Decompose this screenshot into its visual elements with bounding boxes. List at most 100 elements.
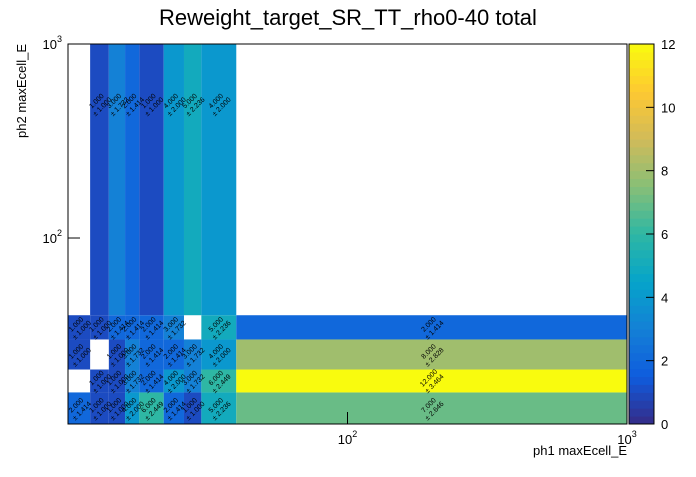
color-bar-step: [629, 305, 654, 314]
cell: [139, 315, 164, 340]
cell: [90, 392, 109, 424]
color-bar-step: [629, 186, 654, 195]
color-bar-step: [629, 194, 654, 203]
color-bar-step: [629, 154, 654, 164]
color-bar-step: [629, 67, 654, 77]
x-axis-label: ph1 maxEcell_E: [533, 443, 627, 458]
color-bar-step: [629, 234, 654, 243]
cell: [163, 339, 184, 370]
cell: [183, 392, 202, 424]
color-bar-step: [629, 218, 654, 227]
color-bar-step: [629, 352, 654, 362]
cell: [139, 44, 164, 316]
cell: [183, 339, 202, 370]
color-bar-step: [629, 146, 654, 156]
color-bar-step: [629, 178, 654, 187]
cell: [236, 315, 628, 340]
color-bar-step: [629, 44, 654, 53]
color-bar-step: [629, 51, 654, 61]
z-tick-label: 6: [661, 227, 668, 242]
color-bar-step: [629, 123, 654, 132]
y-tick-label: 103: [43, 34, 62, 52]
color-bar-step: [629, 115, 654, 124]
color-bar-step: [629, 202, 654, 211]
cell: [108, 44, 126, 316]
cell: [201, 392, 237, 424]
cell: [68, 315, 91, 340]
x-tick-label: 102: [338, 429, 357, 447]
color-bar-step: [629, 91, 654, 100]
cell: [108, 392, 126, 424]
color-bar-step: [629, 59, 654, 69]
cell: [108, 369, 126, 393]
color-bar-step: [629, 241, 654, 251]
y-tick-base: 10: [43, 37, 57, 52]
color-bar-step: [629, 392, 654, 401]
color-bar-step: [629, 336, 654, 346]
cell: [90, 315, 109, 340]
color-bar-step: [629, 257, 654, 267]
chart-title: Reweight_target_SR_TT_rho0-40 total: [159, 5, 537, 30]
cell: [163, 44, 184, 316]
color-bar-step: [629, 170, 654, 180]
y-tick-base: 10: [43, 231, 57, 246]
cell: [163, 392, 184, 424]
color-bar: [629, 44, 654, 425]
cell: [125, 392, 140, 424]
cell: [183, 44, 202, 316]
z-tick-label: 2: [661, 354, 668, 369]
x-tick-base: 10: [617, 432, 631, 447]
color-bar-step: [629, 162, 654, 172]
cell: [68, 392, 91, 424]
cell: [201, 315, 237, 340]
cell: [236, 392, 628, 424]
cell: [125, 339, 140, 370]
cells: [68, 44, 628, 424]
color-bar-step: [629, 281, 654, 290]
z-tick-label: 8: [661, 164, 668, 179]
cell: [125, 315, 140, 340]
color-bar-step: [629, 344, 654, 354]
color-bar-step: [629, 416, 654, 425]
color-bar-step: [629, 210, 654, 219]
color-bar-step: [629, 83, 654, 92]
cell: [125, 369, 140, 393]
color-bar-step: [629, 75, 654, 85]
color-bar-step: [629, 249, 654, 259]
color-bar-step: [629, 321, 654, 330]
cell: [236, 339, 628, 370]
x-tick-exponent: 3: [632, 429, 637, 439]
cell: [201, 44, 237, 316]
color-bar-step: [629, 408, 654, 417]
cell: [90, 369, 109, 393]
color-bar-step: [629, 226, 654, 235]
color-bar-step: [629, 384, 654, 393]
y-tick-exponent: 2: [57, 228, 62, 238]
cell: [68, 339, 91, 370]
y-tick-exponent: 3: [57, 34, 62, 44]
z-tick-label: 10: [661, 100, 675, 115]
color-bar-step: [629, 376, 654, 385]
color-bar-step: [629, 139, 654, 148]
cell: [163, 315, 184, 340]
x-tick-base: 10: [338, 432, 352, 447]
x-tick-exponent: 2: [352, 429, 357, 439]
color-bar-step: [629, 131, 654, 140]
color-bar-step: [629, 313, 654, 322]
cell: [139, 392, 164, 424]
cell: [201, 369, 237, 393]
color-bar-step: [629, 273, 654, 282]
color-bar-step: [629, 400, 654, 409]
color-bar-step: [629, 289, 654, 298]
color-bar-step: [629, 329, 654, 338]
color-bar-step: [629, 297, 654, 306]
z-tick-label: 12: [661, 37, 675, 52]
color-bar-step: [629, 99, 654, 108]
z-tick-label: 4: [661, 290, 668, 305]
color-bar-step: [629, 107, 654, 116]
cell: [125, 44, 140, 316]
cell: [108, 315, 126, 340]
cell: [139, 369, 164, 393]
cell: [163, 369, 184, 393]
